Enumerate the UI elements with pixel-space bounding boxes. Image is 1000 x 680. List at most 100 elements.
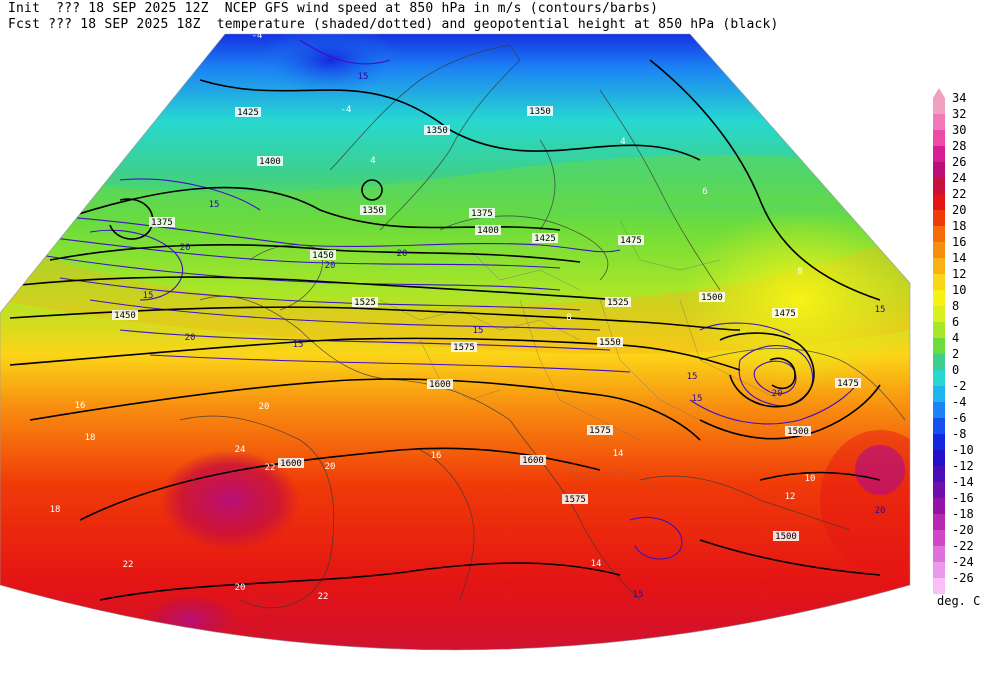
temperature-label: 6 xyxy=(702,187,707,197)
legend-units: deg. C xyxy=(937,594,981,608)
height-label-bg xyxy=(352,297,378,307)
height-label-bg xyxy=(587,425,613,435)
height-label-bg xyxy=(835,378,861,388)
legend-swatch xyxy=(933,290,945,306)
height-contour-label: 1475 xyxy=(837,379,859,389)
height-label-bg xyxy=(469,208,495,218)
height-contour-label: 1375 xyxy=(471,209,493,219)
legend-top-arrow xyxy=(933,88,945,98)
height-contour-label: 1500 xyxy=(787,427,809,437)
legend-swatch xyxy=(933,402,945,418)
legend-label: -20 xyxy=(952,523,974,537)
temperature-label: 4 xyxy=(620,137,625,147)
legend-swatch xyxy=(933,98,945,114)
temperature-label: 18 xyxy=(50,505,61,515)
legend-label: -26 xyxy=(952,571,974,585)
wind-contour-label: 20 xyxy=(772,389,783,399)
legend-label: 4 xyxy=(952,331,959,345)
legend-label: -24 xyxy=(952,555,974,569)
height-contour-label: 1575 xyxy=(564,495,586,505)
wind-contour-label: 20 xyxy=(185,333,196,343)
wind-contour-label: 15 xyxy=(692,394,703,404)
temperature-label: -4 xyxy=(341,105,352,115)
wind-contour-label: 15 xyxy=(209,200,220,210)
height-label-bg xyxy=(149,217,175,227)
height-label-bg xyxy=(605,297,631,307)
height-label-bg xyxy=(520,455,546,465)
temperature-label: 24 xyxy=(235,445,246,455)
legend-swatch xyxy=(933,146,945,162)
height-label-bg xyxy=(597,337,623,347)
legend-swatch xyxy=(933,370,945,386)
height-label-bg xyxy=(257,156,283,166)
height-label-bg xyxy=(785,426,811,436)
legend-swatch xyxy=(933,546,945,562)
legend-swatch xyxy=(933,322,945,338)
legend-label: 32 xyxy=(952,107,966,121)
legend-label: 20 xyxy=(952,203,966,217)
legend-label: -18 xyxy=(952,507,974,521)
temperature-label: 18 xyxy=(85,433,96,443)
temperature-legend: 3432302826242220181614121086420-2-4-6-8-… xyxy=(933,88,974,594)
wind-contour-label: 20 xyxy=(180,243,191,253)
wind-contour-label: 15 xyxy=(473,326,484,336)
temperature-label: 8 xyxy=(566,313,571,323)
height-contour-label: 1400 xyxy=(477,226,499,236)
temperature-label: 10 xyxy=(805,474,816,484)
legend-label: 28 xyxy=(952,139,966,153)
legend-label: -4 xyxy=(952,395,966,409)
legend-label: 30 xyxy=(952,123,966,137)
height-label-bg xyxy=(618,235,644,245)
legend-swatch xyxy=(933,338,945,354)
temperature-label: 22 xyxy=(123,560,134,570)
legend-label: -12 xyxy=(952,459,974,473)
legend-label: 12 xyxy=(952,267,966,281)
legend-swatch xyxy=(933,482,945,498)
height-label-bg xyxy=(112,310,138,320)
legend-label: -16 xyxy=(952,491,974,505)
height-label-bg xyxy=(360,205,386,215)
height-contour-label: 1600 xyxy=(429,380,451,390)
temperature-field xyxy=(0,34,910,650)
legend-label: 2 xyxy=(952,347,959,361)
temperature-label: 12 xyxy=(785,492,796,502)
height-label-bg xyxy=(772,308,798,318)
legend-swatch xyxy=(933,306,945,322)
legend-swatch xyxy=(933,530,945,546)
temperature-label: 20 xyxy=(325,462,336,472)
legend-swatch xyxy=(933,466,945,482)
legend-swatch xyxy=(933,578,945,594)
temperature-label: 8 xyxy=(797,267,802,277)
height-contour-label: 1525 xyxy=(354,298,376,308)
temperature-label: 16 xyxy=(75,401,86,411)
header-line-init: Init ??? 18 SEP 2025 12Z NCEP GFS wind s… xyxy=(8,1,659,16)
legend-label: 16 xyxy=(952,235,966,249)
temperature-label-layer: -4 -4 4 4 6 8 8 10 12 14 14 16 16 18 18 20 20 20 22 22 22 24 xyxy=(50,31,816,602)
height-contour-label: 1600 xyxy=(280,459,302,469)
temperature-label: 22 xyxy=(265,463,276,473)
legend-swatch xyxy=(933,386,945,402)
wind-contour-label: 15 xyxy=(633,590,644,600)
legend-swatch xyxy=(933,562,945,578)
wind-contour-label: 15 xyxy=(143,291,154,301)
height-contour-label: 1600 xyxy=(522,456,544,466)
height-contour-label: 1575 xyxy=(453,343,475,353)
height-contour-label: 1350 xyxy=(426,126,448,136)
height-contour-label: 1450 xyxy=(312,251,334,261)
temperature-label: 16 xyxy=(431,451,442,461)
height-contour-label: 1350 xyxy=(529,107,551,117)
height-label-bg xyxy=(475,225,501,235)
wind-contour-label: 20 xyxy=(397,249,408,259)
legend-swatch xyxy=(933,114,945,130)
legend-swatch xyxy=(933,258,945,274)
legend-label: 6 xyxy=(952,315,959,329)
header-line-forecast: Fcst ??? 18 SEP 2025 18Z temperature (sh… xyxy=(8,17,779,32)
height-label-bg xyxy=(424,125,450,135)
height-contour-label: 1500 xyxy=(775,532,797,542)
height-label-bg xyxy=(562,494,588,504)
legend-label: -10 xyxy=(952,443,974,457)
legend-swatch xyxy=(933,354,945,370)
height-contour-label: 1525 xyxy=(607,298,629,308)
height-label-bg xyxy=(773,531,799,541)
temperature-label: -4 xyxy=(252,31,263,41)
